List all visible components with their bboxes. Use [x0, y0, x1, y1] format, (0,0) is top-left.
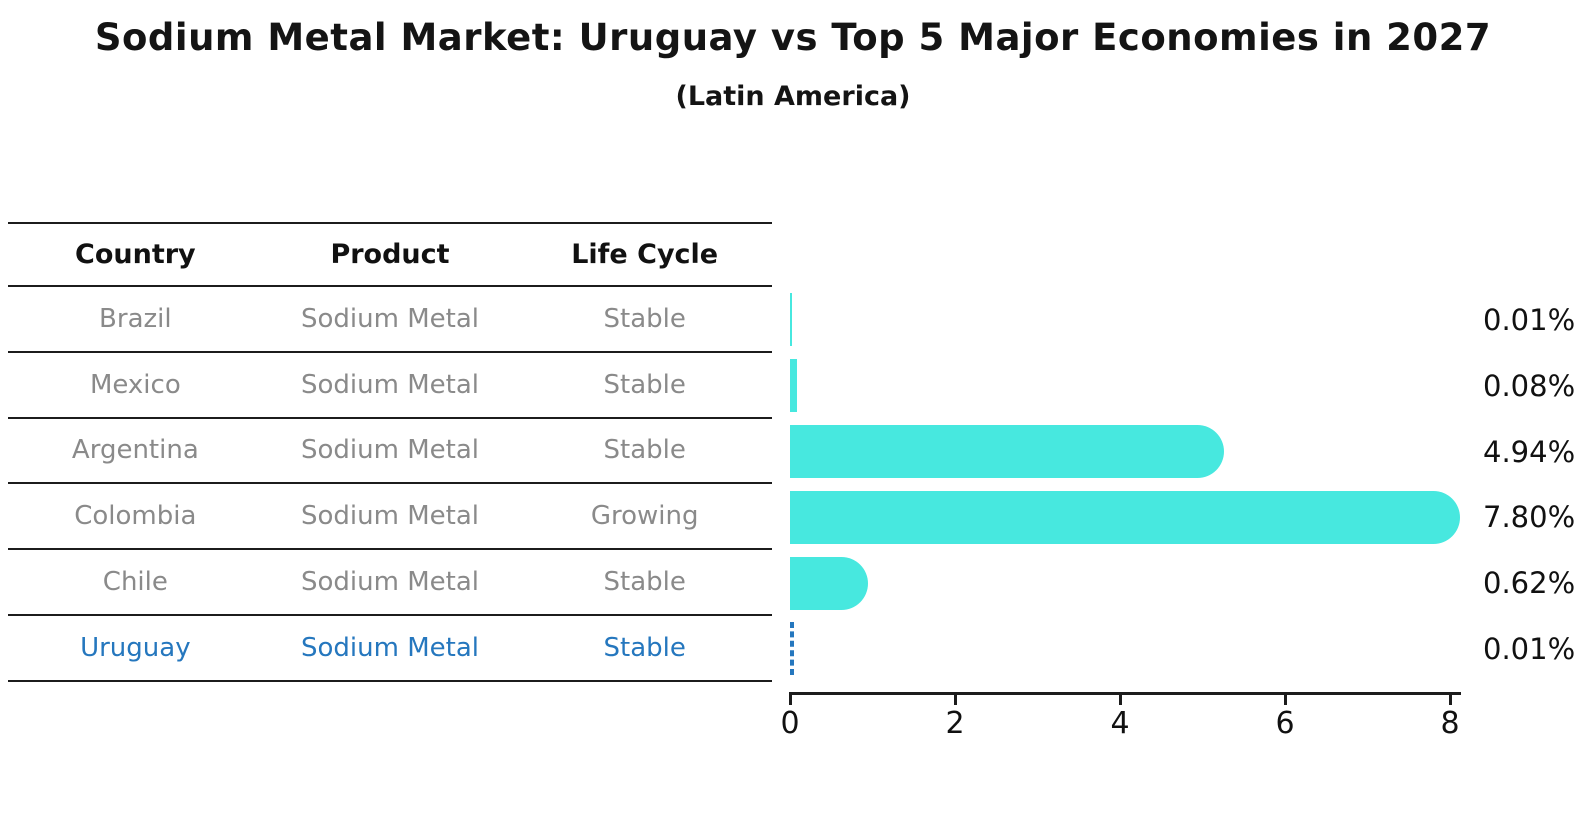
table-row: Colombia Sodium Metal Growing: [8, 484, 772, 551]
bar-value-label: 0.08%: [1483, 368, 1576, 403]
table-cell-life-cycle: Stable: [603, 369, 686, 400]
table-cell-country: Brazil: [99, 303, 172, 334]
table-row: Brazil Sodium Metal Stable: [8, 287, 772, 353]
table-cell-country: Colombia: [74, 501, 197, 532]
table-cell-product: Sodium Metal: [301, 303, 479, 334]
column-header-country: Country: [75, 239, 196, 270]
x-axis-tick-label: 0: [780, 706, 800, 741]
table-cell-country: Mexico: [89, 369, 181, 400]
table-cell-life-cycle: Stable: [603, 435, 686, 466]
column-header-product: Product: [330, 239, 450, 270]
x-axis-tick: [1283, 695, 1287, 705]
table-cell-product: Sodium Metal: [301, 435, 479, 466]
x-axis-tick: [1118, 695, 1122, 705]
chart-subtitle: (Latin America): [675, 81, 911, 112]
table-header-row: Country Product Life Cycle: [8, 224, 772, 287]
table-cell-country: Uruguay: [80, 632, 191, 663]
bar-value-label: 7.80%: [1483, 500, 1576, 535]
table-cell-product: Sodium Metal: [301, 501, 479, 532]
bar-value-label: 0.01%: [1483, 302, 1576, 337]
x-axis-tick: [788, 695, 792, 705]
table-body: Brazil Sodium Metal Stable Mexico Sodium Met…: [8, 287, 772, 682]
bar-value-label: 0.01%: [1483, 631, 1576, 666]
x-axis-tick-label: 8: [1440, 706, 1460, 741]
x-axis-tick: [953, 695, 957, 705]
table-cell-product: Sodium Metal: [301, 369, 479, 400]
bar-value-label: 4.94%: [1483, 434, 1576, 469]
x-axis-tick-label: 6: [1275, 706, 1295, 741]
x-axis-tick: [1448, 695, 1452, 705]
x-axis-line: [789, 692, 1461, 695]
bar-value-label: 0.62%: [1483, 566, 1576, 601]
bar-highlight-uruguay: [790, 622, 794, 676]
table-row: Uruguay Sodium Metal Stable: [8, 616, 772, 682]
bar-chile: [790, 556, 868, 610]
country-table: Country Product Life Cycle Brazil Sodium …: [8, 222, 772, 682]
table-cell-country: Argentina: [71, 435, 199, 466]
bar-colombia: [790, 490, 1460, 544]
table-row: Mexico Sodium Metal Stable: [8, 353, 772, 419]
bar-mexico: [790, 359, 797, 413]
table-cell-life-cycle: Stable: [603, 632, 686, 663]
table-cell-life-cycle: Stable: [603, 303, 686, 334]
column-header-life-cycle: Life Cycle: [571, 239, 719, 270]
table-cell-life-cycle: Stable: [603, 567, 686, 598]
x-axis-tick-label: 4: [1110, 706, 1130, 741]
table-cell-product: Sodium Metal: [301, 567, 479, 598]
table-cell-life-cycle: Growing: [590, 501, 699, 532]
chart-title: Sodium Metal Market: Uruguay vs Top 5 Ma…: [94, 16, 1492, 59]
table-row: Argentina Sodium Metal Stable: [8, 419, 772, 485]
bar-argentina: [790, 425, 1225, 478]
table-cell-product: Sodium Metal: [301, 632, 479, 663]
table-row: Chile Sodium Metal Stable: [8, 550, 772, 616]
bar-brazil: [790, 293, 792, 347]
x-axis-tick-label: 2: [945, 706, 965, 741]
table-cell-country: Chile: [102, 567, 168, 598]
